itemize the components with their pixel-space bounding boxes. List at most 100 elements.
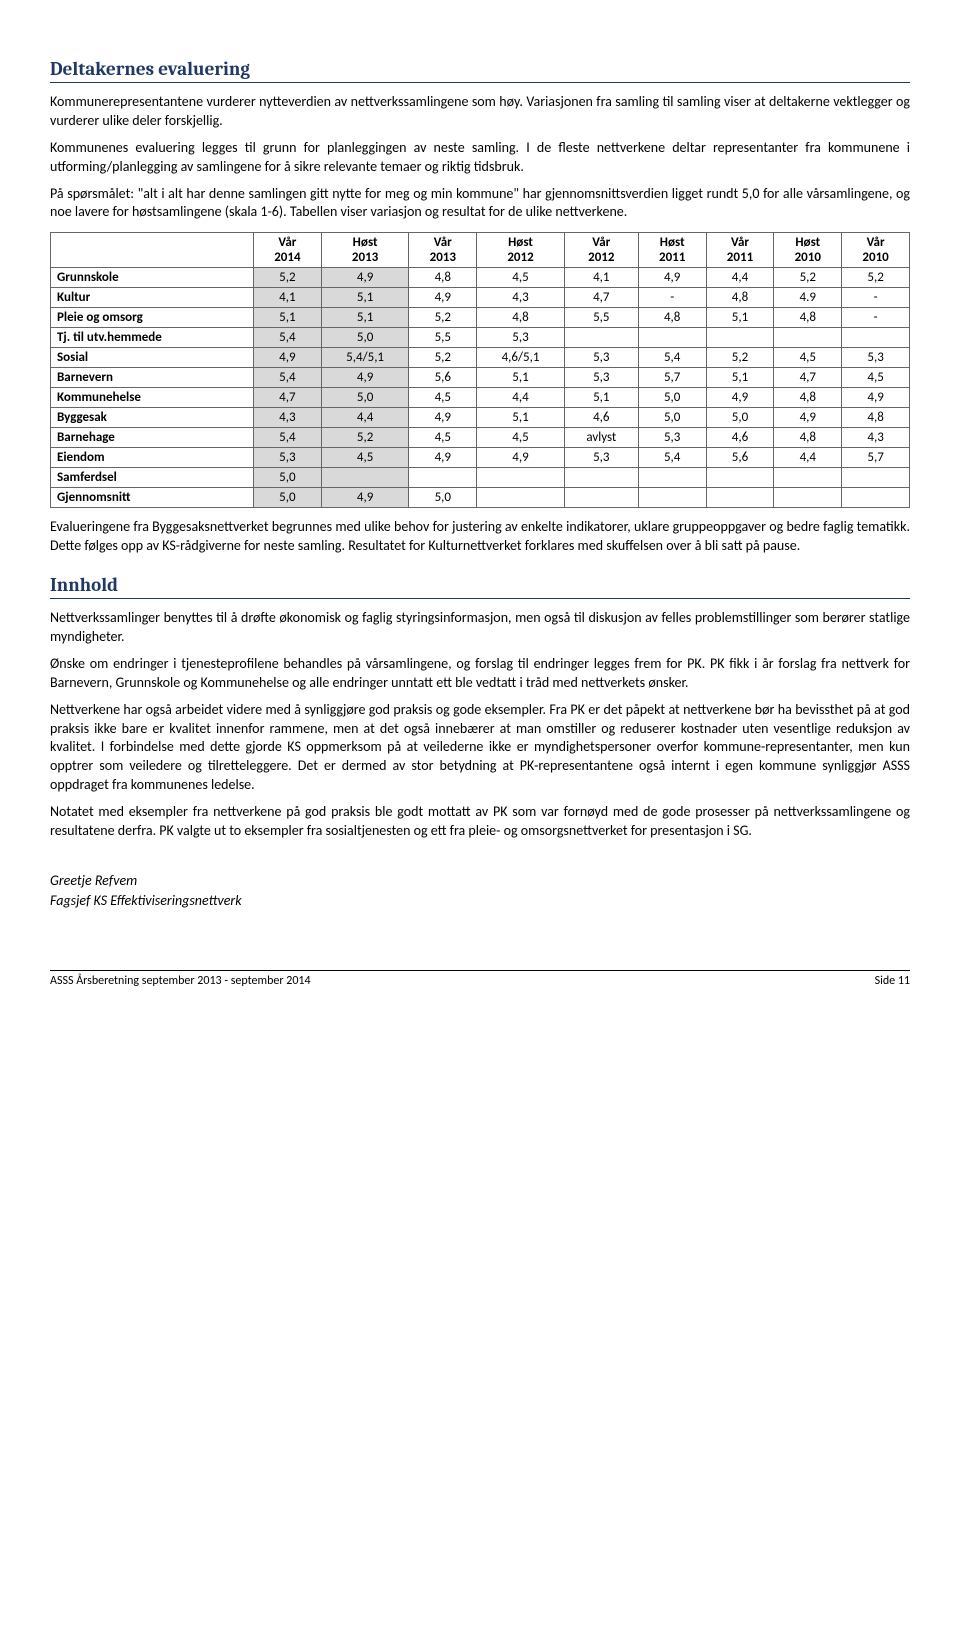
table-cell: 4,9 [774,408,842,428]
table-cell [564,328,638,348]
paragraph: Ønske om endringer i tjenesteprofilene b… [50,655,910,693]
table-row: Grunnskole5,24,94,84,54,14,94,45,25,2 [51,268,910,288]
table-cell: 4,9 [409,448,477,468]
table-row: Barnevern5,44,95,65,15,35,75,14,74,5 [51,368,910,388]
table-cell: - [638,288,706,308]
table-cell: 5,2 [774,268,842,288]
table-header: Vår2011 [706,233,774,268]
section-title-innhold: Innhold [50,574,910,599]
table-header: Vår2013 [409,233,477,268]
table-header: Vår2010 [842,233,910,268]
table-cell: 5,2 [409,348,477,368]
table-cell [638,328,706,348]
table-cell: 4,9 [842,388,910,408]
signature-block: Greetje Refvem Fagsjef KS Effektiviserin… [50,871,910,910]
table-cell: 5,3 [638,428,706,448]
table-cell [774,468,842,488]
table-cell: 5,4 [638,448,706,468]
table-cell: 4,8 [774,428,842,448]
table-cell [409,468,477,488]
table-cell: 4.9 [774,288,842,308]
table-cell: 5,1 [706,308,774,328]
table-cell: 4,9 [321,368,409,388]
table-cell: 4,5 [409,388,477,408]
paragraph: Nettverkene har også arbeidet videre med… [50,701,910,795]
table-cell: 4,8 [842,408,910,428]
table-cell: 5,1 [564,388,638,408]
table-cell: 5,2 [409,308,477,328]
table-cell: 4,9 [321,488,409,508]
signature-name: Greetje Refvem [50,871,910,891]
table-cell: 5,3 [477,328,565,348]
table-cell [706,468,774,488]
table-cell: 5,5 [409,328,477,348]
table-cell: 5,3 [842,348,910,368]
table-cell: 5,2 [253,268,321,288]
page-footer: ASSS Årsberetning september 2013 - septe… [50,970,910,988]
table-cell: 4,8 [638,308,706,328]
row-label: Gjennomsnitt [51,488,254,508]
table-header: Vår2012 [564,233,638,268]
table-cell: 5,0 [253,468,321,488]
table-cell: 5,0 [321,388,409,408]
table-row: Pleie og omsorg5,15,15,24,85,54,85,14,8- [51,308,910,328]
table-cell: 4,5 [477,428,565,448]
table-cell: 5,2 [842,268,910,288]
signature-title: Fagsjef KS Effektiviseringsnettverk [50,891,910,911]
table-cell: 4,9 [477,448,565,468]
table-row: Kultur4,15,14,94,34,7-4,84.9- [51,288,910,308]
table-cell [638,468,706,488]
row-label: Kultur [51,288,254,308]
table-cell: 5,1 [706,368,774,388]
table-row: Barnehage5,45,24,54,5avlyst5,34,64,84,3 [51,428,910,448]
table-cell: 4,5 [321,448,409,468]
table-cell: 5,3 [564,368,638,388]
table-cell [842,488,910,508]
table-cell: 5,6 [706,448,774,468]
table-header: Høst2013 [321,233,409,268]
table-cell: 5,4 [253,328,321,348]
table-cell: 4,7 [253,388,321,408]
table-cell: 4,8 [409,268,477,288]
paragraph: Kommunenes evaluering legges til grunn f… [50,139,910,177]
table-cell: 5,1 [253,308,321,328]
table-cell: 4,7 [564,288,638,308]
table-cell: 4,8 [774,388,842,408]
table-cell [321,468,409,488]
table-cell: 4,6 [564,408,638,428]
table-cell [638,488,706,508]
table-cell: 4,9 [409,288,477,308]
row-label: Tj. til utv.hemmede [51,328,254,348]
table-cell [774,488,842,508]
table-cell: 4,3 [477,288,565,308]
table-cell: 4,1 [253,288,321,308]
paragraph: På spørsmålet: "alt i alt har denne saml… [50,185,910,223]
table-cell: 4,4 [706,268,774,288]
table-cell: 4,9 [409,408,477,428]
table-cell: 4,4 [774,448,842,468]
table-cell: avlyst [564,428,638,448]
table-cell: 5,5 [564,308,638,328]
table-cell: 5,0 [253,488,321,508]
table-row: Tj. til utv.hemmede5,45,05,55,3 [51,328,910,348]
table-row: Kommunehelse4,75,04,54,45,15,04,94,84,9 [51,388,910,408]
row-label: Barnehage [51,428,254,448]
table-cell: 5,3 [564,448,638,468]
table-cell: 4,6/5,1 [477,348,565,368]
table-cell [774,328,842,348]
table-cell: 4,9 [253,348,321,368]
table-cell: 5,1 [321,308,409,328]
table-row: Gjennomsnitt5,04,95,0 [51,488,910,508]
table-cell: 5,3 [564,348,638,368]
table-cell: 4,7 [774,368,842,388]
evaluation-table: Vår2014Høst2013Vår2013Høst2012Vår2012Høs… [50,232,910,508]
table-cell: 4,3 [253,408,321,428]
table-header: Vår2014 [253,233,321,268]
table-cell: 4,9 [706,388,774,408]
table-cell: 5,2 [706,348,774,368]
table-header: Høst2011 [638,233,706,268]
row-label: Sosial [51,348,254,368]
table-row: Byggesak4,34,44,95,14,65,05,04,94,8 [51,408,910,428]
table-header: Høst2010 [774,233,842,268]
table-cell [842,468,910,488]
